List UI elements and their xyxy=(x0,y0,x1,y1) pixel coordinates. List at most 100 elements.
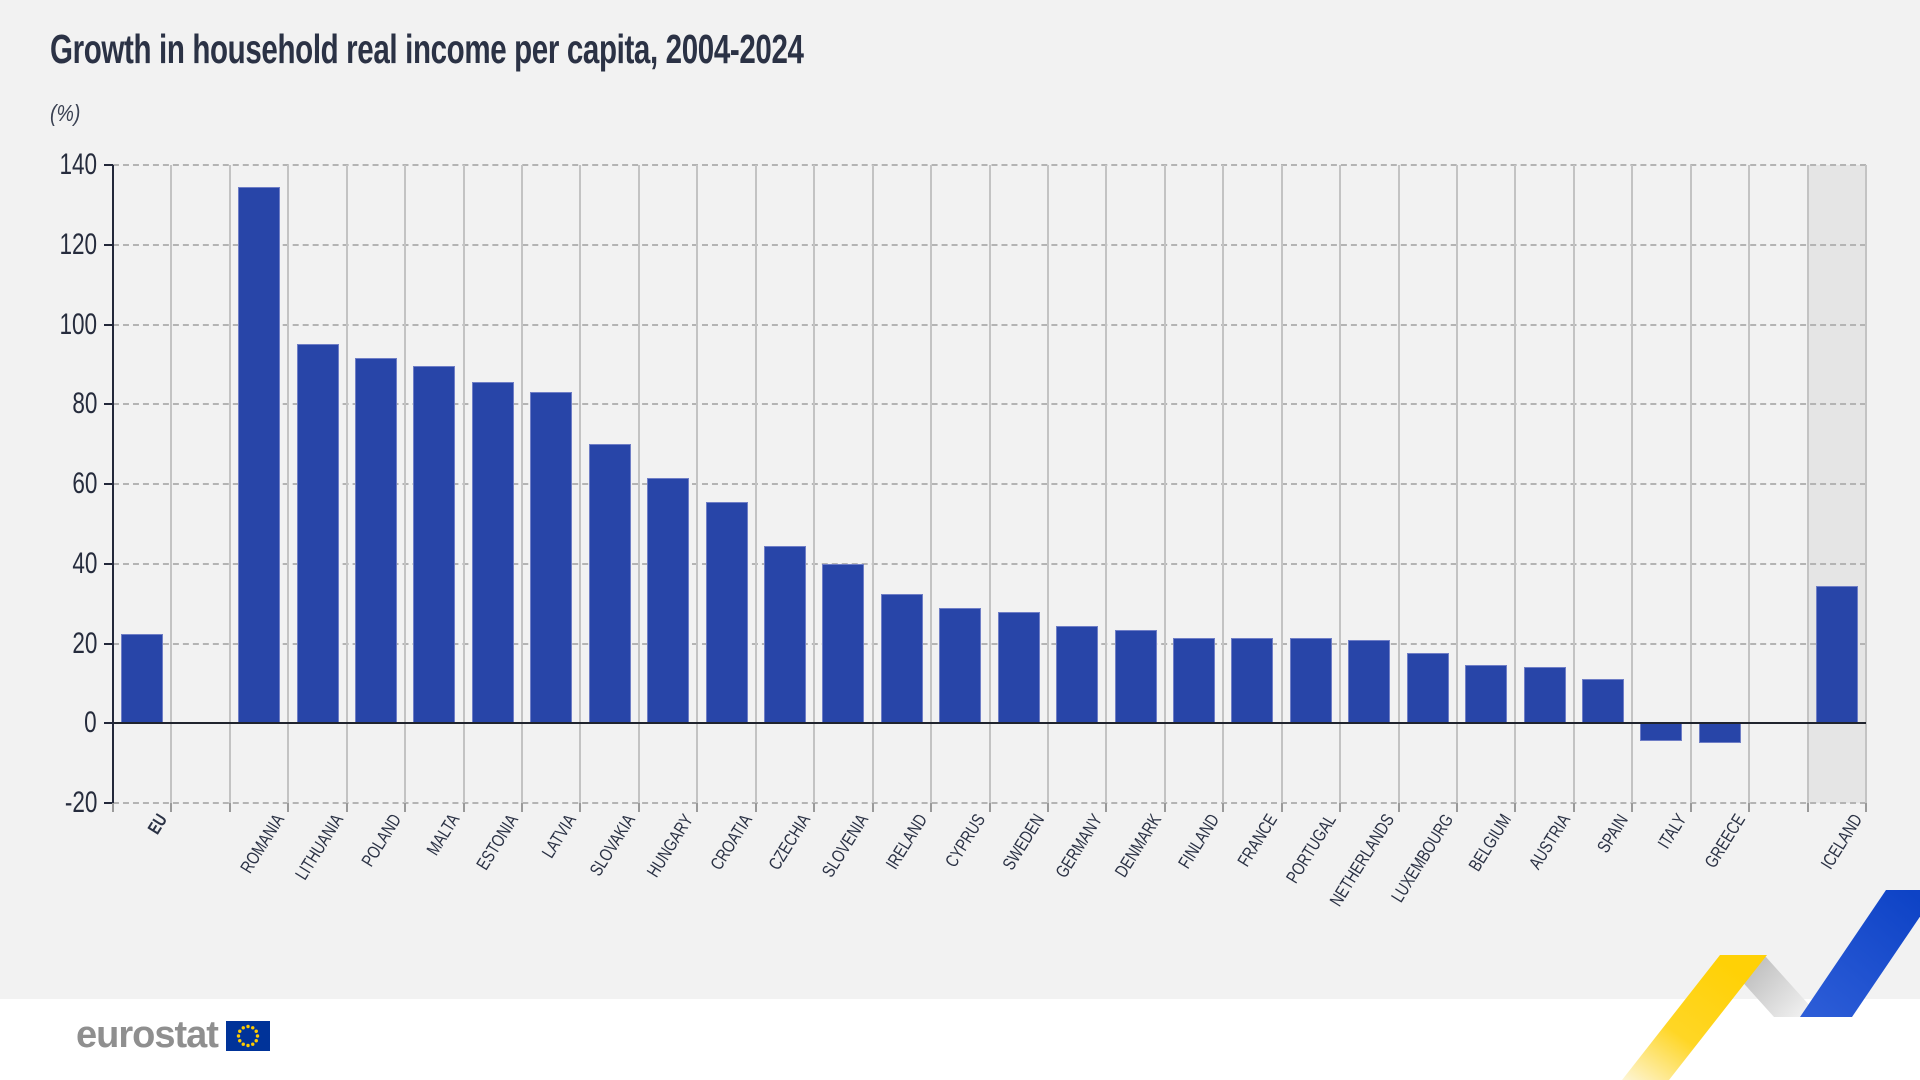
x-axis-tick xyxy=(754,803,757,812)
x-axis-tick xyxy=(813,803,816,812)
column-separator xyxy=(1514,165,1517,803)
bar-hungary xyxy=(647,478,690,724)
x-axis-tick xyxy=(1105,803,1108,812)
bar-sweden xyxy=(997,611,1040,724)
eu-flag-star xyxy=(237,1038,242,1042)
y-axis-label-text: 20 xyxy=(71,626,97,660)
column-separator xyxy=(345,165,348,803)
eu-flag-icon xyxy=(225,1020,270,1051)
eu-flag-star xyxy=(241,1025,245,1029)
eu-flag-star xyxy=(250,1042,255,1046)
y-axis-tick-120 xyxy=(104,243,113,246)
column-separator xyxy=(1280,165,1283,803)
eu-flag-star xyxy=(237,1029,242,1033)
y-axis-tick-20 xyxy=(104,642,113,645)
column-separator xyxy=(404,165,407,803)
column-separator xyxy=(813,165,816,803)
country-label-text: EU xyxy=(144,810,172,838)
y-axis-label-20: 20 xyxy=(27,626,97,660)
bar-iceland xyxy=(1815,585,1858,724)
bar-italy xyxy=(1640,723,1683,742)
eu-flag-star xyxy=(246,1024,250,1028)
country-label-text: AUSTRIA xyxy=(1524,810,1574,873)
column-separator xyxy=(1806,165,1809,803)
x-axis-tick xyxy=(228,803,231,812)
x-axis-tick xyxy=(637,803,640,812)
y-axis-tick-80 xyxy=(104,403,113,406)
column-separator xyxy=(1865,165,1867,803)
bar-croatia xyxy=(705,501,748,724)
bar-latvia xyxy=(530,392,573,724)
y-axis-label-100: 100 xyxy=(27,308,97,341)
country-label-text: ICELAND xyxy=(1816,810,1866,873)
column-separator xyxy=(1105,165,1108,803)
column-separator xyxy=(287,165,290,803)
column-separator xyxy=(1631,165,1634,803)
y-axis-label--20: -20 xyxy=(27,787,97,819)
column-separator xyxy=(170,165,173,803)
country-label-text: SPAIN xyxy=(1593,810,1633,856)
y-axis-line xyxy=(112,165,114,803)
bar-spain xyxy=(1582,679,1625,724)
y-axis-label-140: 140 xyxy=(27,149,97,181)
x-axis-tick xyxy=(871,803,874,812)
x-axis-tick xyxy=(1748,803,1751,812)
column-separator xyxy=(930,165,933,803)
footer-strip xyxy=(0,999,1920,1080)
y-axis-label-text: 60 xyxy=(71,467,97,500)
y-axis-label-80: 80 xyxy=(27,388,97,420)
y-axis-label-text: 0 xyxy=(84,706,97,740)
country-label-text: LITHUANIA xyxy=(290,810,347,884)
country-label-text: HUNGARY xyxy=(643,810,698,881)
y-axis-label-text: -20 xyxy=(64,786,97,819)
bar-poland xyxy=(354,358,397,724)
column-separator xyxy=(579,165,582,803)
bar-austria xyxy=(1523,667,1566,724)
country-label-text: BELGIUM xyxy=(1464,810,1516,875)
x-axis-tick xyxy=(1689,803,1692,812)
bar-germany xyxy=(1056,625,1099,724)
x-axis-tick xyxy=(170,803,173,812)
chart-title: Growth in household real income per capi… xyxy=(50,26,804,72)
x-axis-label-eu: EU xyxy=(65,810,172,965)
bar-estonia xyxy=(471,382,514,724)
x-axis-tick xyxy=(930,803,933,812)
bar-finland xyxy=(1173,637,1216,724)
bar-denmark xyxy=(1114,629,1157,724)
bar-portugal xyxy=(1289,637,1332,724)
y-axis-tick-60 xyxy=(104,483,113,485)
country-label-text: CROATIA xyxy=(706,810,756,874)
eu-flag-star xyxy=(246,1043,250,1047)
x-axis-tick xyxy=(579,803,582,812)
eu-flag-star xyxy=(254,1029,258,1033)
x-axis-tick xyxy=(404,803,407,812)
country-label-text: MALTA xyxy=(422,810,464,860)
column-separator xyxy=(754,165,757,803)
y-axis-label-text: 120 xyxy=(59,227,97,261)
x-axis-label-romania: ROMANIA xyxy=(182,810,289,965)
country-label-text: SLOVAKIA xyxy=(585,810,639,880)
bar-slovakia xyxy=(588,444,631,724)
country-label-text: CYPRUS xyxy=(941,810,990,871)
column-separator xyxy=(1689,165,1692,803)
unit-label: (%) xyxy=(50,100,81,126)
x-axis-tick xyxy=(1046,803,1049,812)
country-label-text: POLAND xyxy=(357,810,406,871)
x-axis-tick xyxy=(696,803,699,812)
bar-ireland xyxy=(880,593,923,724)
country-label-text: ITALY xyxy=(1654,810,1691,853)
x-axis-tick xyxy=(1865,803,1867,812)
country-label-text: GERMANY xyxy=(1051,810,1107,882)
country-label-text: GREECE xyxy=(1700,810,1750,872)
x-axis-tick xyxy=(1631,803,1634,812)
country-label-text: FINLAND xyxy=(1174,810,1224,873)
y-axis-label-40: 40 xyxy=(27,547,97,580)
y-axis-tick-100 xyxy=(104,323,113,326)
country-label-text: DENMARK xyxy=(1110,810,1165,881)
eu-flag-star xyxy=(254,1038,258,1042)
eu-flag-star xyxy=(241,1042,245,1046)
eu-flag-star xyxy=(236,1033,241,1038)
country-label-text: LUXEMBOURG xyxy=(1386,810,1457,906)
bar-czechia xyxy=(763,545,806,724)
